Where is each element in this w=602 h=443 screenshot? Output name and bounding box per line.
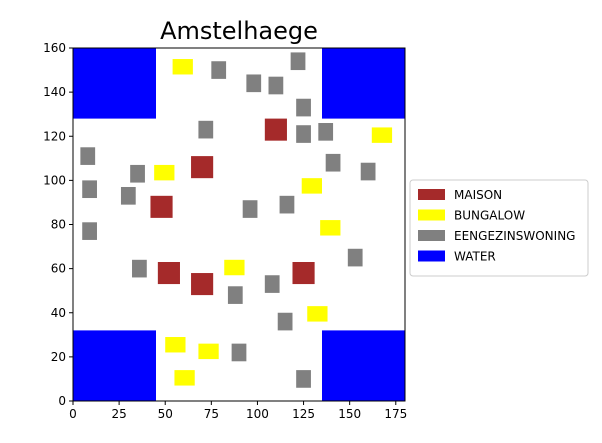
x-tick-label-75: 75 — [204, 407, 219, 421]
house-eengezinswoning-34 — [132, 259, 147, 278]
legend-label-bungalow: BUNGALOW — [454, 209, 525, 223]
y-tick-label-60: 60 — [51, 262, 66, 276]
x-tick-label-100: 100 — [246, 407, 269, 421]
house-bungalow-13 — [165, 337, 186, 353]
legend-swatch-maison — [418, 189, 445, 200]
house-eengezinswoning-22 — [296, 125, 311, 143]
house-bungalow-8 — [154, 164, 175, 181]
house-bungalow-12 — [307, 306, 328, 322]
house-eengezinswoning-30 — [279, 195, 295, 214]
water-area-1 — [322, 48, 405, 119]
y-axis: 0 20 40 60 80 100 120 140 160 — [43, 41, 73, 408]
house-eengezinswoning-29 — [120, 186, 136, 205]
house-eengezinswoning-31 — [242, 200, 258, 218]
y-tick-label-160: 160 — [43, 41, 66, 55]
house-bungalow-15 — [174, 370, 195, 386]
house-eengezinswoning-28 — [82, 180, 97, 199]
y-tick-label-100: 100 — [43, 173, 66, 187]
x-tick-label-175: 175 — [384, 407, 407, 421]
y-tick-label-80: 80 — [51, 218, 66, 232]
house-maison-5 — [292, 262, 315, 285]
house-bungalow-10 — [320, 220, 341, 236]
water-area-2 — [73, 330, 156, 401]
legend: MAISON BUNGALOW EENGEZINSWONING WATER — [409, 179, 589, 277]
house-eengezinswoning-25 — [325, 153, 341, 172]
house-eengezinswoning-19 — [268, 76, 284, 95]
water-area-3 — [322, 330, 405, 401]
plot-area — [72, 47, 406, 402]
house-maison-0 — [264, 118, 287, 141]
house-eengezinswoning-16 — [290, 52, 306, 71]
x-tick-label-50: 50 — [158, 407, 173, 421]
house-bungalow-6 — [172, 59, 193, 75]
chart-title: Amstelhaege — [160, 17, 318, 45]
house-eengezinswoning-38 — [231, 343, 247, 362]
y-tick-label-0: 0 — [58, 394, 66, 408]
house-eengezinswoning-35 — [264, 275, 280, 293]
x-tick-label-150: 150 — [338, 407, 361, 421]
legend-swatch-eengezinswoning — [418, 230, 445, 241]
x-tick-label-0: 0 — [69, 407, 77, 421]
water-area-0 — [73, 48, 156, 119]
legend-label-maison: MAISON — [454, 188, 502, 202]
house-eengezinswoning-39 — [296, 370, 311, 388]
house-eengezinswoning-18 — [246, 74, 262, 93]
y-tick-label-40: 40 — [51, 306, 66, 320]
house-bungalow-11 — [224, 259, 245, 276]
legend-frame — [409, 179, 589, 277]
house-bungalow-14 — [198, 343, 219, 360]
house-maison-1 — [191, 156, 214, 179]
legend-label-eengezinswoning: EENGEZINSWONING — [454, 229, 575, 243]
house-eengezinswoning-26 — [360, 162, 376, 181]
house-maison-3 — [157, 262, 180, 285]
y-tick-label-120: 120 — [43, 129, 66, 143]
legend-swatch-bungalow — [418, 209, 445, 221]
house-bungalow-7 — [371, 127, 393, 143]
y-tick-label-20: 20 — [51, 350, 66, 364]
house-eengezinswoning-33 — [347, 248, 363, 267]
house-eengezinswoning-36 — [227, 286, 243, 304]
x-tick-label-125: 125 — [292, 407, 315, 421]
house-bungalow-9 — [301, 178, 322, 194]
house-eengezinswoning-27 — [130, 164, 145, 183]
x-tick-label-25: 25 — [111, 407, 126, 421]
legend-label-water: WATER — [454, 250, 496, 264]
house-maison-4 — [191, 273, 214, 296]
legend-swatch-water — [418, 250, 445, 262]
house-eengezinswoning-23 — [318, 123, 334, 141]
house-eengezinswoning-21 — [198, 120, 214, 139]
house-eengezinswoning-17 — [211, 61, 227, 79]
house-eengezinswoning-32 — [82, 222, 97, 240]
house-eengezinswoning-37 — [277, 312, 293, 331]
x-axis: 0 25 50 75 100 125 150 175 — [69, 401, 407, 421]
y-tick-label-140: 140 — [43, 85, 66, 99]
house-maison-2 — [150, 195, 173, 218]
house-eengezinswoning-24 — [80, 147, 96, 165]
house-eengezinswoning-20 — [296, 98, 311, 117]
